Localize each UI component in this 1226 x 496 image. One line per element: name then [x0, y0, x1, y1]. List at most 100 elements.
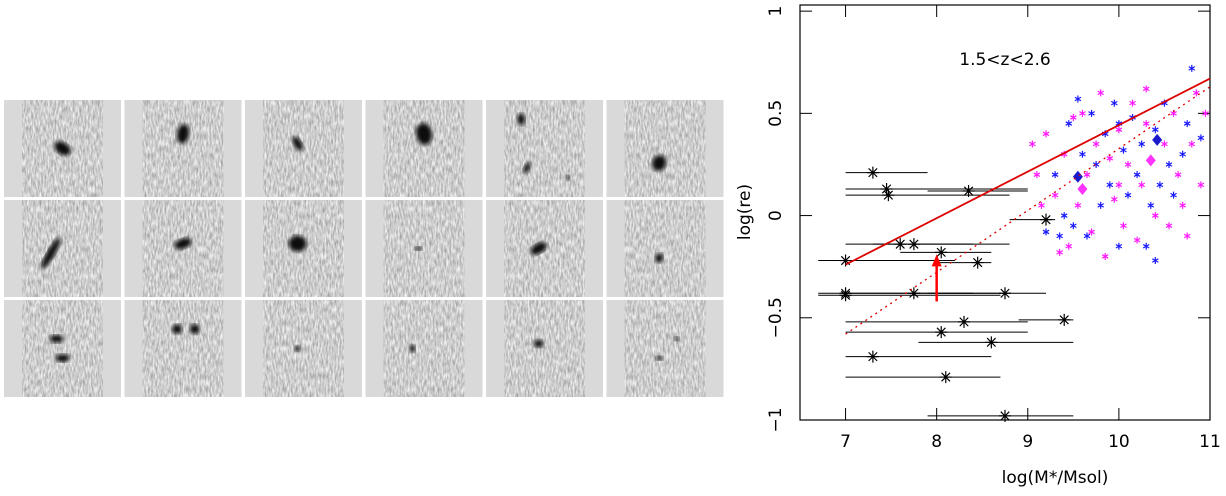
data-point: [1183, 232, 1191, 240]
data-point: [999, 287, 1011, 300]
data-point: [1051, 171, 1059, 179]
data-point: [1042, 228, 1050, 236]
data-point: [1133, 236, 1141, 244]
galaxy-thumbnails: [4, 100, 724, 397]
x-tick-label: 9: [1022, 432, 1033, 452]
x-tick-label: 10: [1108, 432, 1130, 452]
galaxy: [174, 238, 192, 250]
data-point: [1056, 232, 1064, 240]
data-point: [1101, 252, 1109, 260]
data-point: [1170, 191, 1177, 199]
thumbnail-noise: [263, 100, 344, 197]
galaxy: [533, 339, 544, 348]
data-point: [1056, 248, 1064, 256]
data-point: [1060, 212, 1068, 220]
data-point: [1129, 99, 1136, 107]
galaxy: [530, 242, 547, 255]
thumbnail-noise: [624, 300, 706, 397]
galaxy: [655, 253, 664, 264]
galaxy: [414, 246, 423, 251]
galaxy: [294, 345, 301, 352]
data-point: [939, 371, 952, 384]
data-point: [1197, 181, 1205, 189]
galaxy: [517, 113, 526, 126]
limit-arrow-head: [931, 254, 942, 267]
data-point: [1077, 182, 1088, 195]
data-point: [882, 189, 895, 202]
fit-line: [845, 86, 1211, 335]
data-point: [907, 238, 920, 251]
data-point: [1106, 181, 1114, 189]
data-point: [1079, 109, 1086, 117]
data-point: [839, 289, 852, 302]
data-point: [1106, 154, 1114, 162]
y-tick-label: −0.5: [766, 297, 786, 338]
galaxy: [172, 324, 183, 335]
data-point: [1133, 171, 1141, 179]
data-point: [1147, 201, 1155, 209]
data-point: [1145, 154, 1156, 167]
data-point: [1120, 222, 1127, 230]
data-point: [971, 256, 984, 269]
data-point: [958, 315, 970, 328]
galaxy: [292, 136, 303, 151]
data-point: [1174, 171, 1182, 179]
galaxy: [288, 235, 307, 252]
annotation: 1.5<z<2.6: [959, 50, 1050, 70]
thumbnail-noise: [142, 300, 224, 397]
thumbnail-noise: [624, 100, 706, 197]
galaxy: [523, 162, 531, 174]
thumbnail-noise: [383, 300, 465, 397]
data-point: [1069, 222, 1077, 230]
data-point: [1092, 140, 1100, 148]
data-point: [1124, 160, 1132, 168]
thumbnail-noise: [263, 300, 344, 397]
thumbnail-noise: [22, 300, 103, 397]
data-point: [1197, 134, 1205, 142]
data-point: [1138, 140, 1146, 148]
galaxy: [41, 237, 61, 270]
data-point: [1110, 195, 1118, 203]
fit-line: [845, 77, 1211, 266]
data-point: [1142, 120, 1150, 128]
data-point: [1151, 257, 1159, 265]
data-point: [1083, 171, 1091, 179]
data-point: [1072, 170, 1083, 183]
data-point: [1151, 126, 1159, 134]
data-point: [1142, 242, 1150, 250]
thumbnail-noise: [22, 200, 103, 297]
data-point: [935, 326, 948, 339]
y-tick-label: 0: [766, 210, 786, 221]
data-point: [1165, 222, 1173, 230]
data-point: [866, 350, 879, 363]
data-point: [1079, 150, 1086, 158]
galaxy: [655, 356, 664, 361]
data-point: [1179, 150, 1187, 158]
data-point: [1051, 191, 1059, 199]
galaxy: [189, 324, 200, 335]
data-point: [1028, 140, 1036, 148]
x-axis-label: log(M*/Msol): [1002, 468, 1109, 488]
thumbnail-noise: [142, 100, 224, 197]
data-point: [1110, 99, 1118, 107]
data-point: [866, 166, 879, 179]
x-tick-label: 7: [840, 432, 851, 452]
data-point: [1065, 242, 1073, 250]
data-point: [1151, 212, 1159, 220]
y-tick-label: −1: [766, 407, 786, 432]
data-point: [1097, 89, 1105, 97]
data-point: [1097, 201, 1105, 209]
thumbnail-noise: [383, 200, 465, 297]
data-point: [1142, 85, 1150, 93]
thumbnail-noise: [504, 300, 585, 397]
data-point: [1083, 232, 1091, 240]
data-point: [1074, 95, 1082, 103]
data-point: [1038, 201, 1045, 209]
data-point: [1161, 140, 1168, 148]
y-tick-label: 0.5: [766, 100, 786, 127]
data-point: [1088, 109, 1095, 117]
data-point: [1188, 140, 1196, 148]
data-point: [1183, 120, 1191, 128]
